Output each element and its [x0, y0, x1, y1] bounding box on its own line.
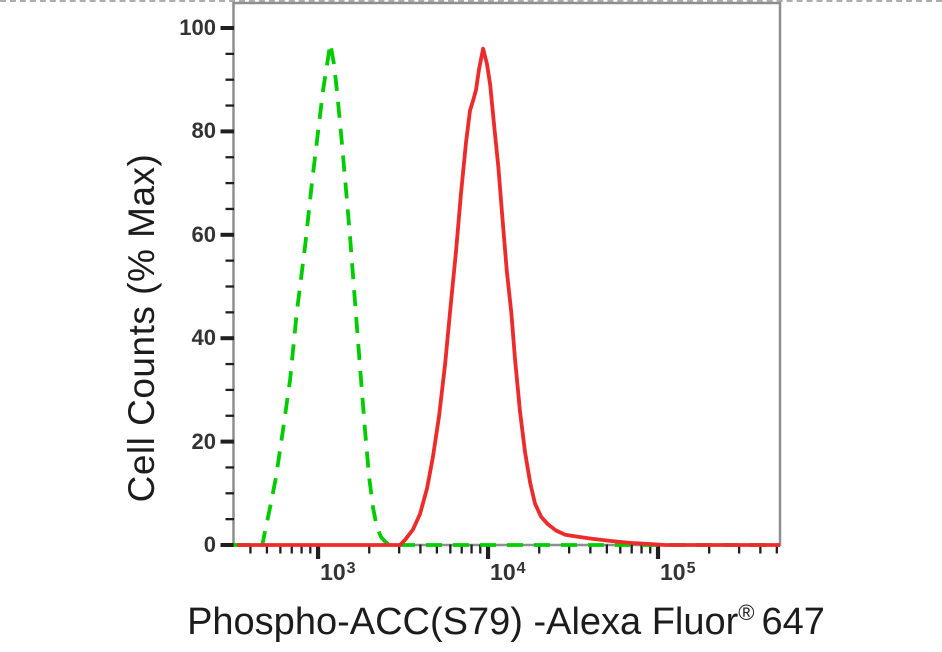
image-top-dashed-border	[0, 0, 942, 2]
x-tick-label: 103	[320, 559, 356, 586]
green-dashed-histogram	[233, 41, 780, 547]
y-tick-label: 0	[203, 532, 216, 557]
x-tick-base: 10	[660, 559, 686, 585]
x-tick-exponent: 5	[686, 560, 696, 577]
x-tick-base: 10	[490, 559, 516, 585]
x-tick-exponent: 3	[346, 560, 356, 577]
y-tick-label: 80	[191, 118, 216, 144]
x-axis-title-suffix: 647	[761, 601, 825, 643]
plot-frame	[232, 1, 782, 547]
y-tick-label: 20	[191, 428, 216, 454]
y-tick-label: 40	[191, 325, 216, 351]
x-tick-exponent: 4	[516, 560, 526, 577]
y-tick-label: 100	[179, 15, 216, 40]
y-tick-label: 60	[191, 221, 216, 247]
x-tick-label: 105	[660, 559, 696, 586]
red-solid-histogram	[237, 46, 780, 547]
x-axis-title: Phospho-ACC(S79) -Alexa Fluor® 647	[187, 600, 825, 644]
x-tick-label: 104	[490, 559, 526, 586]
registered-trademark-icon: ®	[738, 600, 755, 625]
x-tick-base: 10	[320, 559, 346, 585]
x-axis-title-main: Phospho-ACC(S79) -Alexa Fluor	[187, 601, 739, 643]
